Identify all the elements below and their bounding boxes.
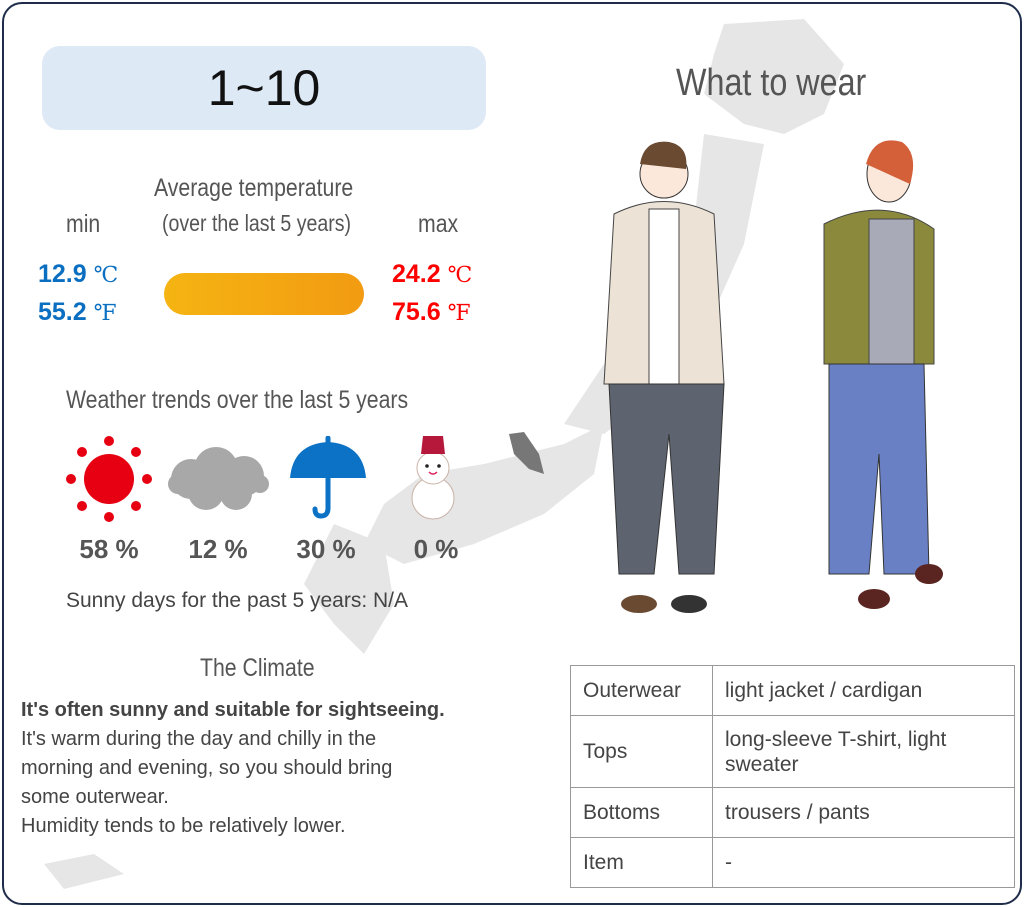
max-fahrenheit: 75.6 ℉ — [392, 298, 471, 326]
climate-description: It's often sunny and suitable for sights… — [21, 696, 445, 841]
date-range-title: 1~10 — [42, 46, 486, 130]
table-row: Bottoms trousers / pants — [570, 787, 1015, 838]
max-label: max — [418, 210, 459, 238]
sun-icon — [66, 436, 152, 522]
table-row: Item - — [570, 837, 1015, 888]
min-label: min — [66, 210, 101, 238]
min-celsius: 12.9 ℃ — [38, 260, 119, 288]
value-cell: long-sleeve T-shirt, light sweater — [712, 715, 1015, 788]
avg-temp-title: Average temperature — [154, 174, 354, 202]
cloudy-percent: 12 % — [188, 534, 248, 564]
outfit-illustration — [603, 140, 943, 613]
weather-trends-title: Weather trends over the last 5 years — [66, 386, 409, 414]
climate-line: some outerwear. — [21, 786, 169, 808]
clothing-table: Outerwear light jacket / cardigan Tops lon… — [570, 665, 1015, 888]
umbrella-icon — [290, 436, 366, 519]
category-cell: Outerwear — [570, 665, 713, 716]
value-cell: - — [712, 837, 1015, 888]
table-row: Outerwear light jacket / cardigan — [570, 665, 1015, 716]
woman-figure — [823, 140, 943, 609]
climate-headline: It's often sunny and suitable for sights… — [21, 699, 445, 721]
cloud-icon — [168, 447, 269, 510]
category-cell: Item — [570, 837, 713, 888]
climate-line: It's warm during the day and chilly in t… — [21, 728, 377, 750]
climate-title: The Climate — [200, 654, 315, 682]
temperature-bar — [164, 273, 364, 315]
climate-line: morning and evening, so you should bring — [21, 757, 393, 779]
min-fahrenheit: 55.2 ℉ — [38, 298, 117, 326]
category-cell: Tops — [570, 715, 713, 788]
max-celsius: 24.2 ℃ — [392, 260, 473, 288]
value-cell: trousers / pants — [712, 787, 1015, 838]
snowy-percent: 0 % — [413, 534, 459, 564]
avg-temp-subtitle: (over the last 5 years) — [162, 210, 352, 236]
sunny-days-text: Sunny days for the past 5 years: N/A — [66, 589, 409, 612]
rainy-percent: 30 % — [296, 534, 356, 564]
value-cell: light jacket / cardigan — [712, 665, 1015, 716]
climate-line: Humidity tends to be relatively lower. — [21, 815, 346, 837]
what-to-wear-title: What to wear — [676, 62, 867, 104]
table-row: Tops long-sleeve T-shirt, light sweater — [570, 715, 1015, 788]
snowman-icon — [411, 436, 455, 520]
man-figure — [603, 141, 725, 613]
sunny-percent: 58 % — [79, 534, 139, 564]
category-cell: Bottoms — [570, 787, 713, 838]
